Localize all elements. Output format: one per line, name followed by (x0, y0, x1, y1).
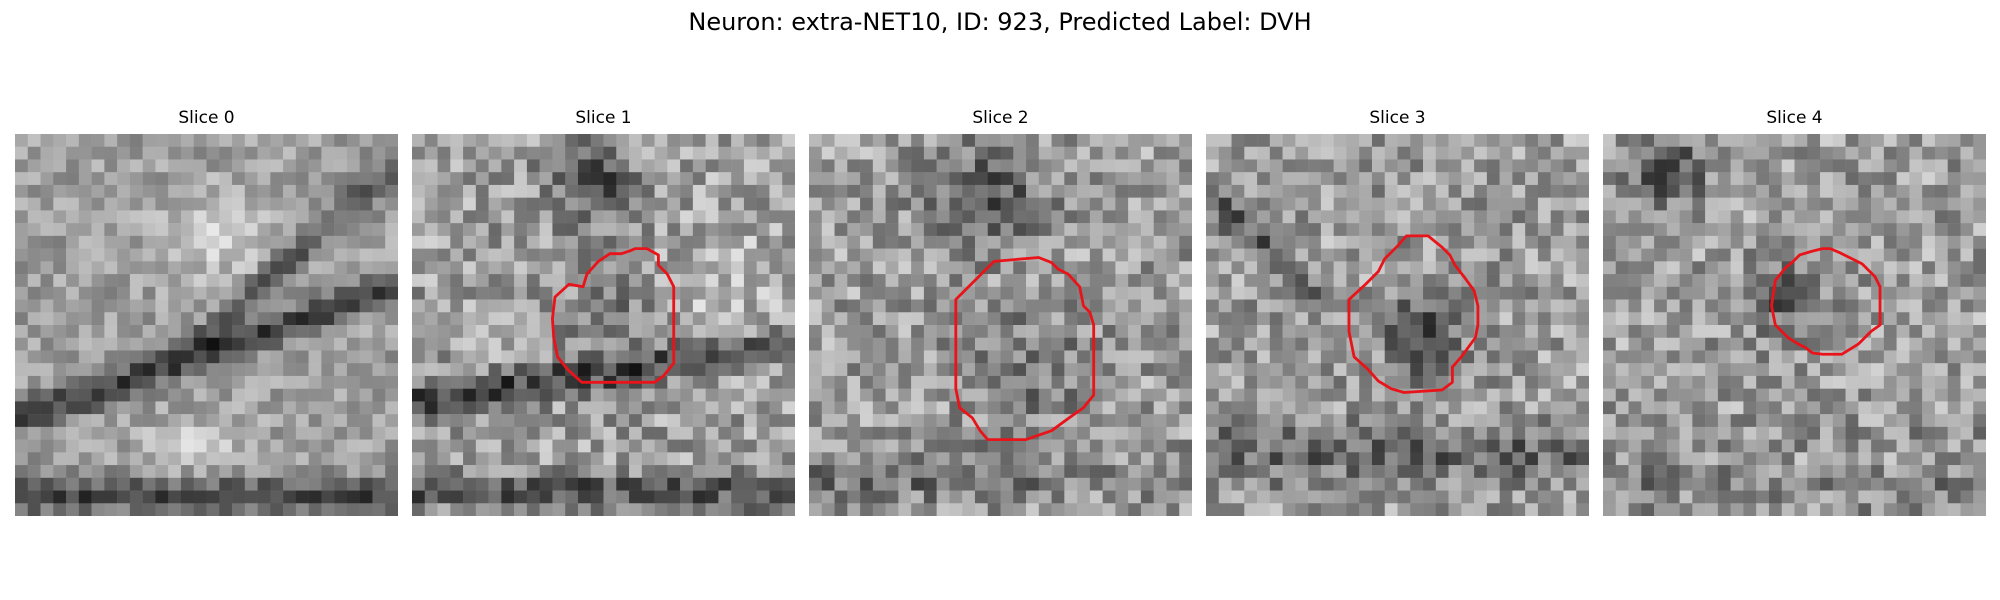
pixel-grid (1603, 134, 1986, 516)
slice-panel-3: Slice 3 (1206, 106, 1589, 516)
pixel-grid (809, 134, 1192, 516)
slice-panel-0: Slice 0 (15, 106, 398, 516)
slice-image-3 (1206, 134, 1589, 516)
slice-panel-4: Slice 4 (1603, 106, 1986, 516)
pixel-grid (15, 134, 398, 516)
segmentation-contour (551, 247, 676, 384)
pixel-grid (412, 134, 795, 516)
slice-image-0 (15, 134, 398, 516)
slice-image-2 (809, 134, 1192, 516)
slice-title: Slice 1 (575, 108, 632, 128)
segmentation-contour (954, 256, 1096, 442)
slice-image-1 (412, 134, 795, 516)
figure-title: Neuron: extra-NET10, ID: 923, Predicted … (688, 8, 1312, 36)
slice-title: Slice 2 (972, 108, 1029, 128)
segmentation-contour (1770, 247, 1882, 356)
slice-image-4 (1603, 134, 1986, 516)
pixel-grid (1206, 134, 1589, 516)
slice-panel-2: Slice 2 (809, 106, 1192, 516)
segmentation-contour (1347, 234, 1480, 394)
slice-title: Slice 4 (1766, 108, 1823, 128)
slice-panel-1: Slice 1 (412, 106, 795, 516)
slice-title: Slice 3 (1369, 108, 1426, 128)
slice-title: Slice 0 (178, 108, 235, 128)
